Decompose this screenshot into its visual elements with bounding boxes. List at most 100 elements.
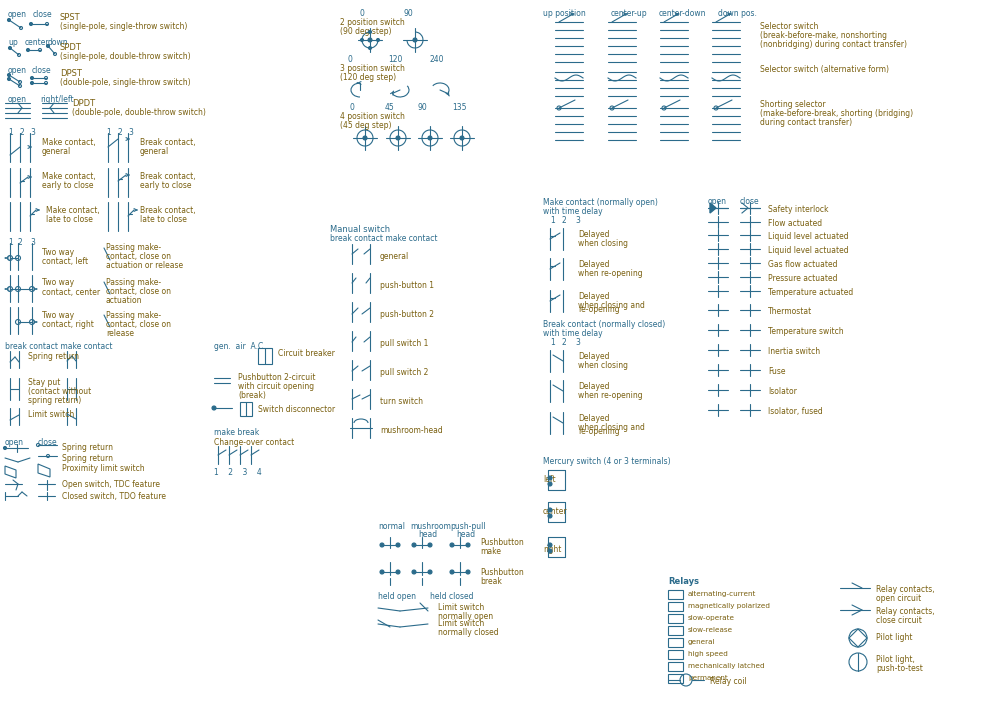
Bar [668,590,682,599]
Text: DPST: DPST [60,69,82,78]
Text: break: break [479,577,501,586]
Bar [668,674,682,683]
Text: with time delay: with time delay [542,329,602,338]
Text: center: center [25,38,49,47]
Text: Safety interlock: Safety interlock [767,205,827,214]
Text: Spring return: Spring return [62,443,112,452]
Text: late to close: late to close [46,215,93,224]
Text: (120 deg step): (120 deg step) [339,73,395,82]
Circle shape [30,23,33,25]
Text: down pos.: down pos. [717,9,756,18]
Text: open: open [5,438,24,447]
Text: Passing make-: Passing make- [106,243,161,252]
Text: 2 position switch: 2 position switch [339,18,404,27]
Text: Limit switch: Limit switch [438,603,484,612]
Text: Delayed: Delayed [578,414,609,423]
Text: push-button 1: push-button 1 [380,281,434,290]
Text: actuation: actuation [106,296,142,305]
Text: right/left: right/left [40,95,74,104]
Text: 120: 120 [387,55,402,64]
Text: when re-opening: when re-opening [578,391,642,400]
Text: during contact transfer): during contact transfer) [759,118,851,127]
Text: Relay coil: Relay coil [709,677,746,686]
Circle shape [395,543,399,547]
Text: Two way: Two way [42,248,74,257]
Text: Pilot light: Pilot light [876,633,912,642]
Circle shape [547,476,551,480]
Text: when closing and: when closing and [578,301,644,310]
Text: 2: 2 [560,216,565,225]
Bar [668,626,682,635]
Circle shape [411,570,415,574]
Text: Make contact,: Make contact, [42,172,96,181]
Text: general: general [140,147,169,156]
Text: 4 position switch: 4 position switch [339,112,404,121]
Text: Limit switch: Limit switch [438,619,484,628]
Text: Passing make-: Passing make- [106,278,161,287]
Text: 90: 90 [403,9,413,18]
Text: Open switch, TDC feature: Open switch, TDC feature [62,480,160,489]
Text: up: up [8,38,18,47]
Text: break contact make contact: break contact make contact [5,342,112,351]
Bar [668,650,682,659]
Text: held open: held open [378,592,415,601]
Bar [668,638,682,647]
Text: close: close [740,197,759,206]
Circle shape [547,508,551,512]
Text: slow-operate: slow-operate [687,615,735,621]
Text: Pilot light,: Pilot light, [876,655,914,664]
Text: head: head [456,530,474,539]
Circle shape [368,46,371,49]
Circle shape [395,570,399,574]
Text: (break-before-make, nonshorting: (break-before-make, nonshorting [759,31,886,40]
Text: 3: 3 [30,238,35,247]
Text: open circuit: open circuit [876,594,920,603]
Text: Change-over contact: Change-over contact [214,438,294,447]
Text: open: open [8,66,27,75]
Text: 3: 3 [575,216,580,225]
Text: Fuse: Fuse [767,367,785,376]
Text: Inertia switch: Inertia switch [767,347,819,356]
Circle shape [363,136,367,140]
Text: Stay put: Stay put [28,378,60,387]
Text: Delayed: Delayed [578,260,609,269]
Text: 240: 240 [430,55,444,64]
Text: open: open [8,95,27,104]
Text: high speed: high speed [687,651,727,657]
Text: center-up: center-up [610,9,647,18]
Bar [668,662,682,671]
Text: 1: 1 [549,338,554,347]
Text: Proximity limit switch: Proximity limit switch [62,464,145,473]
Text: Spring return: Spring return [28,352,79,361]
Text: Temperature actuated: Temperature actuated [767,288,852,297]
Text: (single-pole, double-throw switch): (single-pole, double-throw switch) [60,52,190,61]
Text: Pushbutton 2-circuit: Pushbutton 2-circuit [238,373,316,382]
Text: make break: make break [214,428,259,437]
Text: Spring return: Spring return [62,454,112,463]
Circle shape [450,570,454,574]
Circle shape [411,543,415,547]
Circle shape [450,543,454,547]
Text: 1: 1 [106,128,110,137]
Text: contact, right: contact, right [42,320,94,329]
Text: (make-before-break, shorting (bridging): (make-before-break, shorting (bridging) [759,109,912,118]
Circle shape [428,570,432,574]
Text: head: head [418,530,437,539]
Circle shape [547,482,551,486]
Text: 3 position switch: 3 position switch [339,64,404,73]
Circle shape [380,570,384,574]
Text: right: right [542,545,561,554]
Circle shape [212,406,216,410]
Text: Make contact (normally open): Make contact (normally open) [542,198,658,207]
Text: Selector switch (alternative form): Selector switch (alternative form) [759,65,888,74]
Text: Liquid level actuated: Liquid level actuated [767,232,848,241]
Text: 135: 135 [452,103,466,112]
Circle shape [380,543,384,547]
Circle shape [395,136,399,140]
Text: Switch disconnector: Switch disconnector [257,405,335,414]
Text: normally open: normally open [438,612,493,621]
Circle shape [27,49,30,52]
Bar [668,602,682,611]
Text: Break contact,: Break contact, [140,206,195,215]
Text: 1    2    3    4: 1 2 3 4 [214,468,261,477]
